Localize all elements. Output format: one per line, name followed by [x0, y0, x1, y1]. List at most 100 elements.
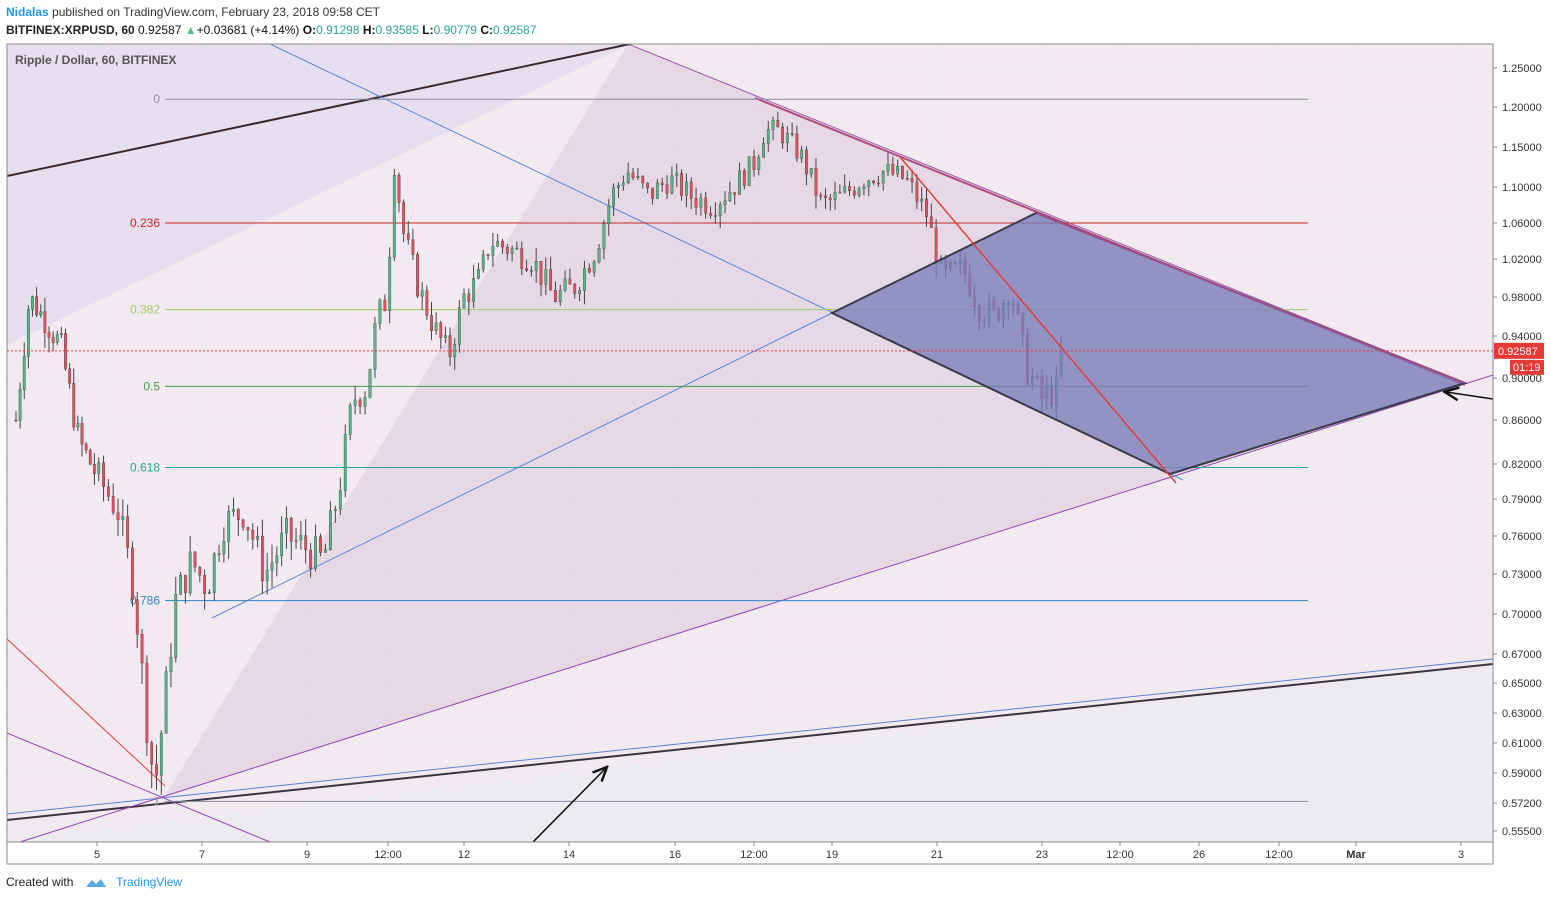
candle-body-186: [896, 165, 900, 175]
candle-body-0: [14, 419, 18, 422]
candle-body-23: [111, 496, 115, 513]
candle-body-31: [150, 742, 154, 765]
price-tag-label: 0.92587: [1498, 346, 1538, 358]
candle-body-160: [771, 120, 775, 130]
chart-title: Ripple / Dollar, 60, BITFINEX: [15, 53, 176, 67]
candle-body-91: [439, 322, 443, 338]
candle-body-116: [558, 289, 562, 302]
candle-body-10: [55, 334, 59, 343]
candle-body-27: [131, 547, 134, 600]
y-tick-label-13: 0.73000: [1502, 569, 1542, 581]
lower-channel-line: [7, 658, 1493, 815]
candle-body-171: [824, 195, 827, 199]
candle-body-190: [915, 181, 919, 202]
high-value: 0.93585: [375, 23, 419, 37]
candle-body-175: [843, 186, 847, 193]
y-tick-label-18: 0.61000: [1502, 738, 1542, 750]
y-tick-label-0: 1.25000: [1502, 63, 1542, 75]
candle-body-104: [501, 240, 504, 248]
tradingview-link[interactable]: TradingView: [116, 875, 183, 889]
x-tick-label-12: 26: [1193, 849, 1205, 861]
candle-body-136: [655, 182, 659, 199]
candle-body-81: [392, 175, 396, 258]
upper-trendline: [7, 44, 631, 177]
candle-body-56: [270, 562, 274, 571]
y-tick-label-12: 0.76000: [1502, 531, 1542, 543]
candle-body-102: [491, 246, 495, 256]
candle-body-24: [116, 512, 120, 521]
candle-body-154: [742, 170, 746, 186]
time-axis-labels: 5 7 9 12:00 12 14 16 12:00 19 21 23 12:00 26 12:00 Mar…: [94, 842, 1464, 861]
candle-body-142: [685, 181, 688, 196]
candle-body-99: [477, 269, 480, 279]
candle-body-14: [72, 382, 76, 428]
candle-body-153: [738, 170, 741, 195]
candles: [14, 111, 1063, 796]
candle-body-55: [265, 569, 269, 582]
candle-body-30: [145, 662, 149, 743]
x-tick-label-15: 3: [1458, 849, 1464, 861]
y-tick-label-9: 0.86000: [1502, 415, 1542, 427]
candle-body-65: [314, 536, 317, 569]
candle-body-128: [617, 184, 620, 188]
time-axis[interactable]: [6, 841, 1494, 865]
candle-body-45: [217, 553, 221, 556]
candle-body-59: [285, 517, 288, 534]
candle-body-169: [814, 168, 818, 196]
tradingview-logo-icon: [85, 878, 106, 887]
x-tick-label-6: 16: [669, 849, 681, 861]
price-axis[interactable]: 1.25000 1.20000 1.15000 1.10000 1.06000 1.020…: [1493, 63, 1542, 838]
candle-body-168: [809, 168, 813, 175]
candle-body-144: [694, 198, 698, 208]
fib-label-5: 0.786: [130, 594, 160, 608]
candle-body-165: [795, 133, 799, 159]
symbol-name[interactable]: BITFINEX:XRPUSD, 60: [6, 23, 135, 37]
candle-body-163: [785, 133, 789, 144]
created-with-text: Created with: [6, 875, 74, 889]
x-tick-label-11: 12:00: [1106, 849, 1134, 861]
y-tick-label-6: 0.98000: [1502, 292, 1542, 304]
candle-body-138: [665, 184, 669, 194]
candle-body-179: [862, 186, 866, 189]
candle-body-54: [260, 535, 264, 582]
drawings-layer: [7, 44, 1493, 842]
candle-body-178: [857, 188, 861, 196]
lower-shade: [7, 661, 1493, 842]
candle-body-143: [689, 181, 693, 199]
candle-body-62: [299, 535, 303, 541]
candle-body-1: [18, 389, 22, 421]
candle-body-121: [583, 268, 586, 291]
candle-body-181: [872, 180, 875, 184]
price-change: +0.03681 (+4.14%): [196, 23, 300, 37]
red-low-line: [7, 638, 166, 787]
x-tick-label-13: 12:00: [1265, 849, 1293, 861]
candle-body-83: [402, 202, 406, 234]
x-tick-label-0: 5: [94, 849, 100, 861]
lower-trendline: [7, 663, 1493, 821]
candle-body-6: [39, 311, 43, 316]
candle-body-22: [106, 486, 110, 497]
published-text: published on TradingView.com, February 2…: [52, 5, 381, 19]
candle-body-131: [631, 172, 635, 178]
candle-body-9: [51, 337, 55, 343]
candle-body-15: [76, 422, 80, 428]
candle-body-19: [92, 464, 96, 474]
low-label: L:: [422, 23, 434, 37]
candle-body-146: [704, 197, 708, 214]
candle-body-78: [378, 299, 382, 324]
candle-body-40: [193, 551, 197, 568]
candle-body-180: [867, 180, 871, 188]
candle-body-189: [910, 178, 914, 183]
candle-body-132: [636, 176, 640, 178]
candle-body-164: [790, 133, 794, 135]
candle-body-37: [179, 575, 182, 595]
author-link[interactable]: Nidalas: [6, 5, 49, 19]
candle-body-108: [520, 247, 524, 269]
triangle-up-icon: ▲: [184, 23, 197, 37]
candle-body-98: [472, 277, 476, 302]
candle-body-73: [353, 399, 357, 406]
countdown-label: 01:19: [1513, 362, 1541, 374]
red-falling-line: [899, 156, 1177, 484]
candle-body-177: [852, 190, 856, 196]
